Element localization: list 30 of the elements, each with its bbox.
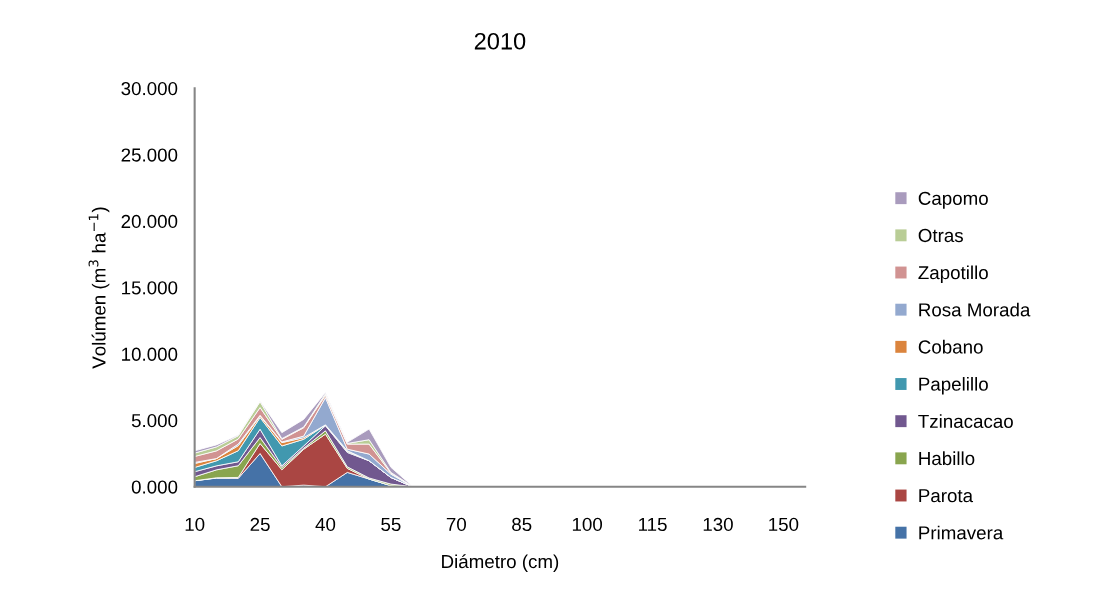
x-axis-title: Diámetro (cm) [442, 554, 559, 572]
x-tick-label: 40 [315, 517, 336, 532]
x-tick-label: 55 [381, 517, 401, 532]
y-tick-label: 25.000 [121, 148, 178, 162]
y-axis-title: Volúmen (m$^{3}$ ha$^{−1}$) [88, 207, 110, 369]
legend-label: Tzinacacao [918, 414, 1013, 428]
x-tick-label: 10 [185, 517, 205, 532]
x-tick-label: 70 [446, 517, 466, 532]
legend-label: Parota [919, 489, 974, 503]
x-tick-label: 115 [639, 517, 667, 532]
legend-label: Habillo [919, 451, 975, 466]
legend-label: Rosa Morada [919, 302, 1031, 317]
x-tick-label: 150 [769, 517, 799, 532]
y-tick-label: 0.000 [131, 480, 178, 494]
y-tick-label: 10.000 [122, 347, 178, 361]
x-tick-label: 25 [250, 517, 270, 532]
x-tick-label: 130 [703, 517, 733, 532]
y-tick-label: 15.000 [122, 281, 178, 295]
legend-label: Otras [918, 228, 963, 243]
legend-label: Cobano [918, 339, 983, 354]
y-tick-label: 30.000 [121, 81, 178, 96]
legend-label: Papelillo [919, 377, 988, 395]
x-tick-label: 100 [572, 517, 603, 532]
legend-label: Zapotillo [918, 265, 988, 284]
legend-label: Capomo [918, 191, 988, 209]
x-tick-label: 85 [512, 517, 532, 532]
legend-label: Primavera [919, 525, 1004, 540]
y-tick-label: 5.000 [131, 414, 178, 428]
y-tick-label: 20.000 [121, 214, 178, 229]
chart-title: 2010 [474, 32, 526, 50]
